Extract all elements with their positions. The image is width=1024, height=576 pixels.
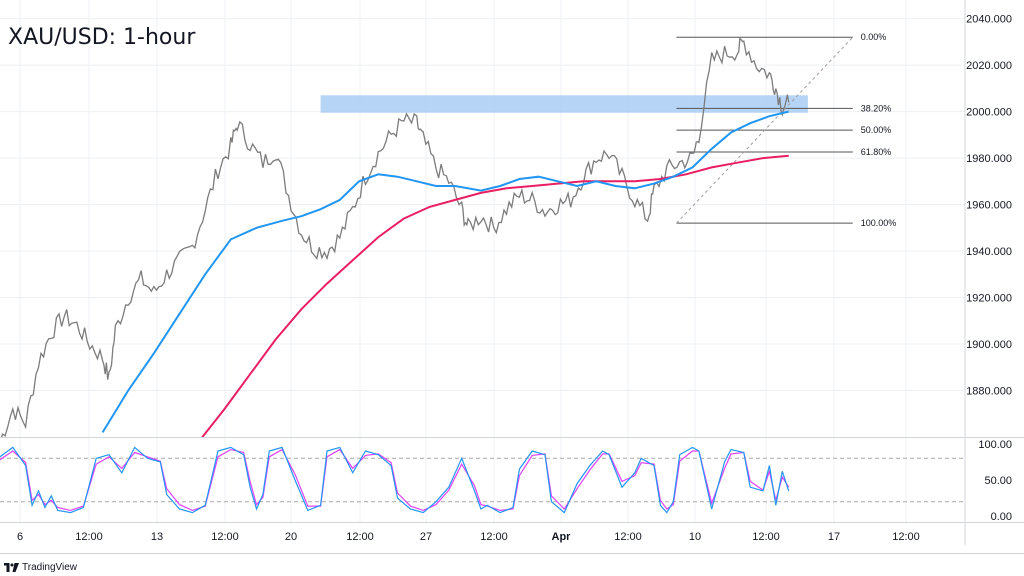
time-tick-label: 12:00: [892, 531, 920, 543]
price-tick-label: 1880.000: [966, 386, 1012, 398]
chart-title: XAU/USD: 1-hour: [8, 25, 196, 50]
time-tick-label: 6: [17, 531, 23, 543]
fibonacci-retracement[interactable]: 0.00% 38.20% 50.00% 61.80% 100.00%: [676, 32, 896, 228]
price-series-layer: [0, 37, 790, 437]
ma-fast-line: [101, 110, 789, 433]
stochastic-k-line: [0, 446, 790, 514]
oscillator-tick-label: 100.00: [978, 439, 1012, 451]
time-tick-label: 12:00: [752, 531, 780, 543]
axes: 2040.000 2020.000 2000.000 1980.000 1960.000…: [0, 0, 1024, 554]
time-tick-label: 13: [151, 531, 163, 543]
time-tick-label: 12:00: [75, 531, 103, 543]
brand-label: TradingView: [22, 561, 78, 573]
price-tick-label: 2000.000: [966, 107, 1012, 119]
price-candles: [0, 37, 790, 437]
oscillator-tick-label: 50.00: [984, 475, 1012, 487]
price-tick-label: 1920.000: [966, 293, 1012, 305]
resistance-zone[interactable]: [320, 95, 808, 113]
price-tick-label: 1940.000: [966, 246, 1012, 258]
fib-level-label: 100.00%: [861, 218, 897, 228]
fib-trend-line[interactable]: [676, 36, 854, 224]
oscillator-tick-label: 0.00: [991, 511, 1012, 523]
grid-lines: [0, 0, 965, 522]
time-tick-label: 12:00: [346, 531, 374, 543]
fib-level-label: 0.00%: [861, 32, 887, 42]
price-tick-label: 1960.000: [966, 200, 1012, 212]
tradingview-logo-icon: [4, 562, 19, 572]
resistance-zone-layer: [320, 95, 808, 113]
time-tick-label: 20: [285, 531, 297, 543]
time-tick-label: 12:00: [480, 531, 508, 543]
time-tick-label: 10: [689, 531, 701, 543]
price-tick-label: 1900.000: [966, 339, 1012, 351]
ma-slow-line: [201, 154, 789, 437]
price-tick-label: 1980.000: [966, 153, 1012, 165]
footer-brand[interactable]: TradingView: [4, 560, 77, 574]
time-tick-label: 17: [828, 531, 840, 543]
fib-level-label: 61.80%: [861, 147, 892, 157]
main-pane-series: [0, 37, 790, 437]
time-tick-label: 27: [420, 531, 432, 543]
time-tick-label: Apr: [552, 531, 572, 543]
price-tick-label: 2020.000: [966, 60, 1012, 72]
fib-level-label: 38.20%: [861, 103, 892, 113]
time-tick-label: 12:00: [614, 531, 642, 543]
time-tick-label: 12:00: [211, 531, 239, 543]
fib-level-label: 50.00%: [861, 125, 892, 135]
stochastic-oscillator-pane: [0, 446, 965, 514]
price-tick-label: 2040.000: [966, 14, 1012, 26]
